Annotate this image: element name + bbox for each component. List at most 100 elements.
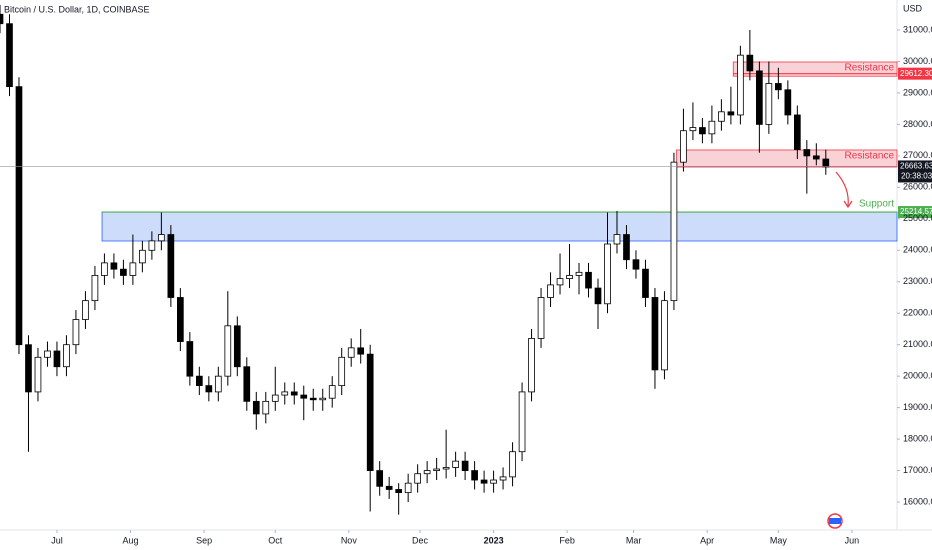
candle [433,457,440,481]
candle-body [414,473,421,484]
candle-body [509,451,516,478]
y-tick-label: 26000.00 [903,182,932,192]
y-tick-label: 24000.00 [903,245,932,255]
zone-label: Resistance [845,151,895,162]
x-tick-label: May [770,535,788,545]
candle-body [423,470,431,475]
y-tick-label: 30000.00 [903,56,932,66]
candle-body [442,467,450,470]
y-tick-label: 23000.00 [903,276,932,286]
zone-label: Support [859,199,894,210]
price-tag-label: 25214.57 [900,207,932,216]
candle [651,288,659,389]
candle [528,328,535,402]
candle [490,470,497,493]
candle [262,391,270,424]
candle [177,288,184,351]
countdown: 20:38:03 [901,172,932,181]
candle [319,388,327,411]
candle-body [167,234,175,298]
candle-body [376,470,384,487]
candle [214,366,222,402]
candle-body [793,114,801,150]
overlay: Support 25214.57 Resistance 29612.30 Resista… [0,63,932,219]
candle [480,470,488,493]
candle-body [689,127,697,132]
x-tick-label: Oct [268,535,283,545]
zones [101,61,898,242]
candle-body [623,234,630,261]
candle [793,105,801,160]
zone-label: Resistance [845,63,895,74]
x-tick-label: Apr [700,535,714,545]
candle [718,99,725,131]
last-price-label: 26663.63 [900,162,932,171]
candle-body [775,83,782,91]
candle [44,341,51,367]
axis: 16000.00 17000.00 18000.00 19000.00 20000.00… [51,24,932,545]
candle [642,259,649,307]
candle [243,357,251,411]
candle [120,259,127,285]
candle-body [651,297,659,371]
candle [91,266,99,311]
candle [737,45,744,125]
candle [376,461,384,496]
candle-body [15,86,23,346]
candle-body [300,394,308,399]
candle [623,225,630,270]
candle-body [262,400,270,415]
y-axis-label: USD [903,3,923,13]
candle [442,429,450,479]
candle [461,451,469,481]
y-tick-label: 19000.00 [903,402,932,412]
candle [63,335,70,377]
candle-body [404,482,412,494]
candle [803,140,811,194]
x-tick-label: Nov [341,535,358,545]
candle-body [547,284,554,298]
candle [139,240,146,273]
x-tick-label: Jun [845,535,860,545]
candle-body [680,130,687,163]
candle-body [480,479,488,484]
candle [404,473,412,503]
candle-body [737,54,744,116]
candle [784,80,792,125]
candle [395,483,403,515]
candle [822,149,830,175]
candle [756,61,763,153]
candle [632,250,640,279]
candle [6,14,13,97]
candle-body [72,319,80,346]
candle [34,347,42,402]
x-tick-label: Jul [51,535,63,545]
candle-body [139,249,146,264]
candle [414,464,421,493]
y-tick-label: 27000.00 [903,150,932,160]
price-tag [898,206,932,219]
candle-body [718,111,725,122]
y-tick-label: 16000.00 [903,496,932,506]
price-tag-label: 29612.30 [900,69,932,78]
y-tick-label: 25000.00 [903,213,932,223]
x-tick-label: 2023 [484,535,504,545]
candle [547,272,554,307]
candle [604,212,611,314]
candle [195,366,203,396]
candle-body [585,271,592,289]
candle-body [120,268,127,276]
candle-body [670,161,678,302]
candle [271,366,279,411]
candle [252,391,260,430]
candle-body [604,243,611,305]
candle [594,278,602,329]
candle [537,288,545,348]
candle [53,341,61,377]
price-tag [898,67,932,80]
candle-body [271,394,279,402]
candle-body [0,13,4,25]
candle-body [110,262,118,270]
candle [205,376,213,402]
